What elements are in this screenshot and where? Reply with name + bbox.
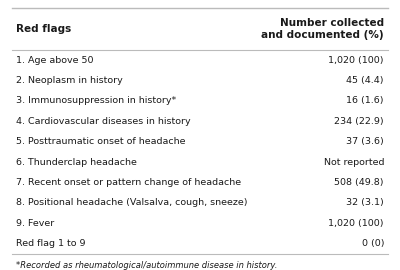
Text: Not reported: Not reported	[324, 158, 384, 167]
Text: 6. Thunderclap headache: 6. Thunderclap headache	[16, 158, 137, 167]
Text: 16 (1.6): 16 (1.6)	[346, 96, 384, 105]
Text: 508 (49.8): 508 (49.8)	[334, 178, 384, 187]
Text: 1,020 (100): 1,020 (100)	[328, 219, 384, 228]
Text: 3. Immunosuppression in history*: 3. Immunosuppression in history*	[16, 96, 176, 105]
Text: 45 (4.4): 45 (4.4)	[346, 76, 384, 85]
Text: 4. Cardiovascular diseases in history: 4. Cardiovascular diseases in history	[16, 117, 191, 126]
Text: 0 (0): 0 (0)	[362, 239, 384, 248]
Text: 37 (3.6): 37 (3.6)	[346, 137, 384, 146]
Text: *Recorded as rheumatological/autoimmune disease in history.: *Recorded as rheumatological/autoimmune …	[16, 261, 277, 269]
Text: 7. Recent onset or pattern change of headache: 7. Recent onset or pattern change of hea…	[16, 178, 241, 187]
Text: Red flag 1 to 9: Red flag 1 to 9	[16, 239, 86, 248]
Text: 8. Positional headache (Valsalva, cough, sneeze): 8. Positional headache (Valsalva, cough,…	[16, 198, 248, 207]
Text: 1,020 (100): 1,020 (100)	[328, 56, 384, 65]
Text: Red flags: Red flags	[16, 24, 71, 34]
Text: Number collected
and documented (%): Number collected and documented (%)	[261, 18, 384, 40]
Text: 234 (22.9): 234 (22.9)	[334, 117, 384, 126]
Text: 2. Neoplasm in history: 2. Neoplasm in history	[16, 76, 123, 85]
Text: 1. Age above 50: 1. Age above 50	[16, 56, 94, 65]
Text: 9. Fever: 9. Fever	[16, 219, 54, 228]
Text: 5. Posttraumatic onset of headache: 5. Posttraumatic onset of headache	[16, 137, 186, 146]
Text: 32 (3.1): 32 (3.1)	[346, 198, 384, 207]
